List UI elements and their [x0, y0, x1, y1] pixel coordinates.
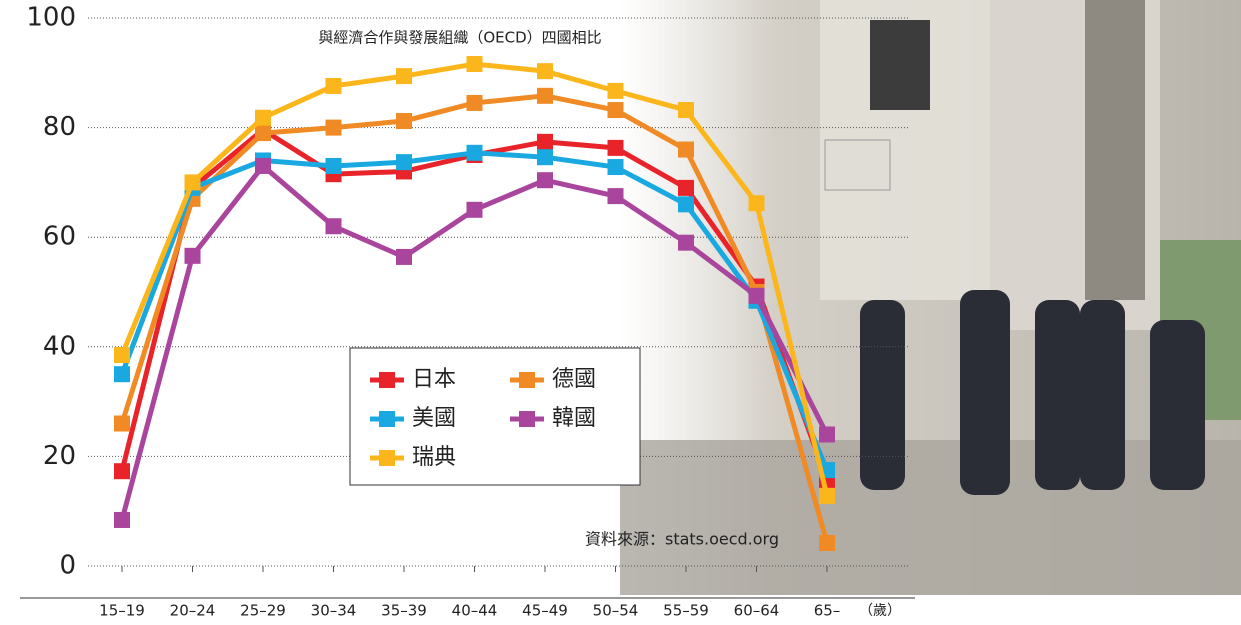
point-marker [537, 149, 553, 165]
point-marker [114, 347, 130, 363]
point-marker [396, 154, 412, 170]
y-tick-label: 80 [43, 112, 76, 142]
point-marker [396, 113, 412, 129]
legend-label: 美國 [412, 406, 456, 431]
point-marker [678, 102, 694, 118]
legend-marker [519, 411, 535, 427]
point-marker [537, 172, 553, 188]
point-marker [749, 288, 765, 304]
point-marker [608, 102, 624, 118]
point-marker [608, 83, 624, 99]
point-marker [749, 195, 765, 211]
point-marker [396, 68, 412, 84]
point-marker [608, 188, 624, 204]
y-tick-label: 60 [43, 222, 76, 252]
x-tick-label: 20–24 [170, 602, 216, 620]
x-tick-label: 50–54 [593, 602, 639, 620]
point-marker [185, 174, 201, 190]
point-marker [678, 142, 694, 158]
point-marker [114, 512, 130, 528]
point-marker [326, 218, 342, 234]
point-marker [537, 88, 553, 104]
legend-marker [379, 450, 395, 466]
point-marker [467, 202, 483, 218]
point-marker [326, 158, 342, 174]
point-marker [678, 235, 694, 251]
source: 資料來源：stats.oecd.org [585, 530, 779, 549]
point-marker [678, 180, 694, 196]
page: {"chart_data": {"type": "line", "subtitl… [0, 0, 1241, 625]
x-tick-label: 15–19 [99, 602, 145, 620]
point-marker [255, 158, 271, 174]
legend-marker [379, 372, 395, 388]
legend-marker [519, 372, 535, 388]
chart: 與經濟合作與發展組織（OECD）四國相比 資料來源：stats.oecd.org… [0, 0, 1241, 625]
subtitle: 與經濟合作與發展組織（OECD）四國相比 [318, 29, 601, 47]
x-tick-label: 35–39 [381, 602, 427, 620]
point-marker [608, 159, 624, 175]
x-tick-label: 45–49 [522, 602, 568, 620]
point-marker [255, 110, 271, 126]
point-marker [467, 145, 483, 161]
legend-label: 韓國 [552, 406, 596, 431]
x-tick-label: 65– [814, 602, 841, 620]
x-tick-label: 60–64 [734, 602, 780, 620]
point-marker [185, 248, 201, 264]
x-tick-label: 30–34 [311, 602, 357, 620]
point-marker [678, 196, 694, 212]
point-marker [537, 134, 553, 150]
background-photo [620, 0, 1241, 595]
x-tick-label: 25–29 [240, 602, 286, 620]
legend-marker [379, 411, 395, 427]
x-tick-label: 40–44 [452, 602, 498, 620]
point-marker [819, 426, 835, 442]
point-marker [114, 463, 130, 479]
y-tick-label: 0 [59, 551, 76, 581]
y-tick-label: 20 [43, 441, 76, 471]
point-marker [608, 140, 624, 156]
x-tick-label: 55–59 [663, 602, 709, 620]
x-axis-label: （歲） [859, 603, 901, 619]
legend-label: 日本 [412, 367, 456, 392]
y-tick-label: 40 [43, 331, 76, 361]
point-marker [326, 78, 342, 94]
point-marker [819, 535, 835, 551]
point-marker [537, 63, 553, 79]
point-marker [467, 95, 483, 111]
point-marker [326, 120, 342, 136]
legend-label: 瑞典 [412, 445, 456, 470]
point-marker [819, 488, 835, 504]
point-marker [467, 56, 483, 72]
y-tick-label: 100 [26, 3, 76, 33]
legend-label: 德國 [552, 367, 596, 392]
point-marker [255, 125, 271, 141]
point-marker [396, 249, 412, 265]
point-marker [114, 416, 130, 432]
point-marker [114, 366, 130, 382]
